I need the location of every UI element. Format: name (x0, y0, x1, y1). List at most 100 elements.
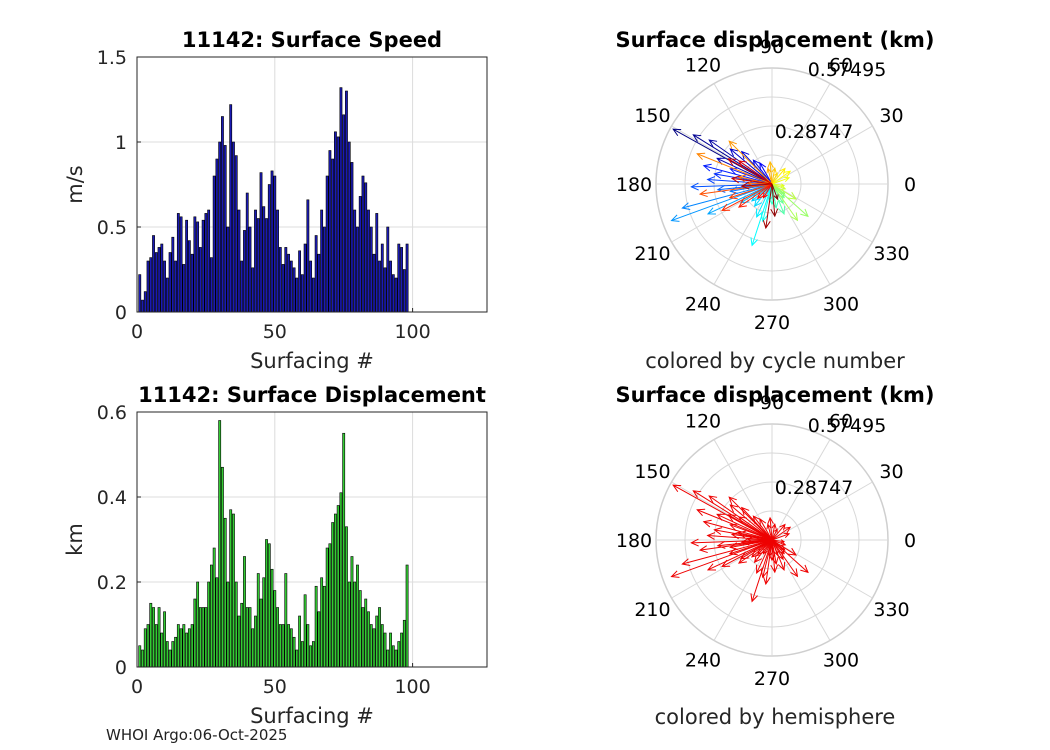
displacement-vector (771, 170, 791, 185)
bar (143, 291, 147, 313)
displacement-vector (707, 183, 773, 215)
vector-arrowhead (767, 160, 774, 169)
displacement-vector (751, 539, 773, 602)
bar (196, 221, 200, 313)
bar (331, 158, 335, 313)
bar (240, 602, 244, 668)
y-tick-label: 0.2 (97, 572, 127, 594)
x-tick-label: 100 (394, 321, 430, 343)
axes-box (136, 411, 488, 668)
angle-tick-label: 180 (616, 174, 652, 196)
displacement-vector (771, 183, 809, 217)
bar (350, 556, 354, 668)
vector-arrowhead (690, 182, 699, 191)
vector-arrowhead (800, 564, 809, 574)
bar (168, 252, 172, 313)
bar (317, 253, 321, 313)
bar (196, 581, 200, 668)
bar (364, 598, 368, 668)
displacement-vector (771, 539, 776, 573)
bar (245, 192, 249, 313)
x-tick-label: 100 (394, 676, 430, 698)
y-tick-label: 0 (115, 302, 127, 324)
displacement-vector (763, 539, 773, 554)
bar (383, 632, 387, 668)
bar (210, 257, 213, 313)
bar (160, 243, 164, 313)
bar (270, 568, 274, 668)
displacement-vector (752, 159, 773, 185)
vector-arrowhead (783, 176, 791, 183)
x-tick-label: 0 (131, 676, 143, 698)
displacement-vector (771, 183, 798, 221)
vector-arrowhead (706, 563, 717, 571)
bar (218, 141, 222, 313)
vector-arrowhead (783, 532, 791, 539)
x-tick-label: 50 (263, 676, 287, 698)
bar (389, 260, 392, 313)
displacement-vector (771, 533, 790, 541)
vector-arrowhead (729, 167, 739, 175)
vector-arrowhead (762, 576, 771, 586)
vector-arrowhead (681, 202, 691, 211)
bar (284, 247, 288, 313)
vector-arrowhead (766, 167, 772, 174)
chart-title: Surface displacement (km) (615, 383, 934, 407)
bar (295, 277, 299, 313)
bar (383, 267, 387, 313)
angle-tick-label: 210 (634, 243, 670, 265)
bar (174, 636, 177, 668)
angle-tick-label: 60 (829, 410, 853, 432)
vector-arrowhead (727, 158, 737, 166)
displacement-vector (771, 539, 797, 556)
bar (276, 607, 279, 668)
bar (251, 267, 255, 313)
vector-arrowhead (783, 526, 792, 534)
displacement-vector (765, 183, 773, 229)
bar (391, 274, 395, 313)
bar (207, 209, 211, 313)
displacement-vector (771, 539, 798, 577)
displacement-vector (752, 515, 773, 541)
bar (300, 274, 304, 313)
displacement-vector (756, 183, 773, 218)
bar (210, 564, 213, 668)
bar (298, 615, 302, 668)
bar (215, 158, 219, 313)
bar (187, 240, 191, 313)
vector-arrowhead (716, 513, 726, 521)
bar (223, 517, 227, 668)
y-tick-label: 0.4 (97, 487, 127, 509)
vector-arrowhead (740, 537, 750, 546)
y-tick-label: 0.5 (97, 217, 127, 239)
bar (402, 619, 406, 668)
displacement-vector (771, 183, 785, 187)
bar (358, 196, 362, 313)
displacement-vector (729, 183, 773, 199)
displacement-vector (769, 161, 773, 185)
bar (345, 90, 348, 313)
vector-arrowhead (706, 532, 716, 540)
bar (378, 260, 381, 313)
bar (369, 624, 373, 668)
vector-arrowhead (756, 192, 764, 200)
displacement-vector (700, 183, 773, 195)
bar (154, 252, 158, 313)
displacement-vector (757, 539, 773, 555)
bar (281, 624, 285, 668)
bar (226, 226, 230, 313)
vector-arrowhead (790, 568, 799, 578)
bar (306, 199, 310, 313)
vector-arrowhead (756, 548, 764, 556)
vector-arrowhead (728, 547, 738, 556)
bar (375, 615, 379, 668)
vector-arrowhead (766, 523, 772, 530)
displacement-vector (731, 533, 773, 541)
bar (311, 277, 315, 313)
bar (248, 607, 252, 668)
bar (345, 526, 348, 668)
angle-tick-label: 150 (634, 461, 670, 483)
bar (389, 632, 392, 668)
displacement-vector (671, 183, 773, 222)
